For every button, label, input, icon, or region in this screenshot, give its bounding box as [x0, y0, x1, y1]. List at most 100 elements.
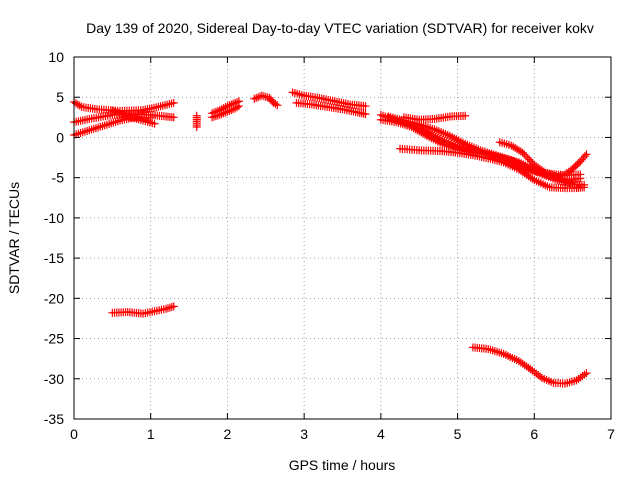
data-point — [364, 104, 367, 108]
data-point — [517, 168, 521, 171]
data-point — [172, 101, 175, 105]
series-markers — [399, 111, 470, 124]
y-tick-label: 10 — [48, 49, 64, 65]
x-tick-label: 1 — [147, 426, 155, 442]
data-point — [226, 110, 229, 113]
y-tick-label: -10 — [44, 210, 64, 226]
series-arc-16 — [495, 138, 591, 181]
data-point — [164, 115, 168, 118]
data-point — [126, 115, 129, 118]
series-arc-9 — [288, 88, 370, 111]
data-point — [210, 116, 214, 119]
x-tick-label: 6 — [530, 426, 538, 442]
data-point — [318, 96, 321, 100]
data-point — [433, 128, 436, 131]
data-point — [195, 125, 198, 129]
data-point — [525, 166, 528, 169]
data-point — [418, 149, 421, 152]
chart-title: Day 139 of 2020, Sidereal Day-to-day VTE… — [86, 20, 594, 36]
data-point — [563, 186, 567, 190]
data-point — [348, 103, 352, 106]
data-point — [571, 167, 574, 171]
data-point — [141, 119, 145, 122]
data-point — [441, 142, 444, 146]
series-markers — [250, 91, 282, 110]
data-point — [402, 116, 406, 119]
data-point — [195, 114, 198, 117]
data-point — [153, 310, 156, 313]
series-arc-13 — [384, 112, 589, 189]
data-series — [70, 88, 591, 388]
data-point — [253, 97, 256, 101]
data-point — [356, 111, 360, 114]
data-point — [295, 101, 298, 105]
data-point — [579, 160, 582, 163]
series-arc-5 — [192, 111, 201, 131]
data-point — [540, 376, 544, 380]
series-arc-6 — [208, 97, 243, 118]
data-point — [111, 109, 114, 113]
data-point — [464, 142, 467, 146]
data-point — [517, 359, 521, 363]
data-point — [585, 153, 588, 156]
data-point — [302, 94, 306, 97]
series-arc-4 — [108, 106, 159, 128]
data-point — [494, 153, 498, 157]
data-point — [379, 113, 383, 117]
data-point — [218, 108, 221, 112]
data-point — [95, 108, 99, 111]
y-tick-label: -15 — [44, 250, 64, 266]
data-point — [149, 116, 152, 119]
data-point — [425, 134, 429, 138]
x-tick-label: 4 — [377, 426, 385, 442]
data-point — [548, 186, 551, 189]
data-point — [479, 149, 482, 152]
x-tick-label: 0 — [70, 426, 78, 442]
data-point — [441, 149, 444, 153]
data-point — [464, 114, 467, 117]
data-point — [157, 105, 160, 109]
series-arc-17 — [108, 302, 178, 318]
y-tick-label: -20 — [44, 290, 64, 306]
data-point — [310, 103, 314, 106]
data-point — [103, 124, 106, 127]
data-point — [544, 171, 547, 175]
data-point — [418, 123, 421, 126]
data-point — [533, 163, 536, 166]
series-markers — [108, 302, 178, 318]
data-point — [276, 104, 279, 107]
data-point — [533, 178, 536, 182]
y-tick-label: -25 — [44, 331, 64, 347]
data-point — [268, 96, 271, 100]
y-tick-label: 0 — [56, 129, 64, 145]
x-axis-label: GPS time / hours — [289, 457, 396, 473]
data-point — [379, 118, 383, 121]
data-point — [529, 367, 532, 371]
data-point — [88, 129, 91, 132]
data-point — [579, 177, 582, 180]
data-point — [398, 147, 402, 150]
data-point — [126, 310, 129, 314]
data-point — [456, 151, 459, 154]
x-tick-label: 5 — [454, 426, 462, 442]
data-point — [291, 91, 294, 94]
x-tick-label: 2 — [224, 426, 232, 442]
data-point — [563, 173, 567, 176]
data-point — [552, 381, 555, 384]
data-point — [418, 118, 421, 121]
data-point — [272, 101, 275, 105]
data-point — [510, 158, 513, 162]
data-point — [387, 115, 390, 118]
series-arc-8 — [250, 91, 282, 110]
series-arc-10 — [292, 98, 370, 119]
series-arc-18 — [468, 343, 591, 388]
data-point — [575, 379, 578, 382]
data-point — [510, 144, 513, 147]
axis-ticks: 0 1 2 3 4 5 6 7 10 5 0 -5 -10 -15 -20 -25 -30 -35 — [44, 49, 615, 442]
data-point — [237, 100, 241, 103]
data-point — [88, 117, 91, 121]
data-point — [521, 151, 524, 154]
data-point — [575, 186, 578, 190]
data-point — [502, 161, 505, 164]
data-point — [237, 104, 241, 108]
